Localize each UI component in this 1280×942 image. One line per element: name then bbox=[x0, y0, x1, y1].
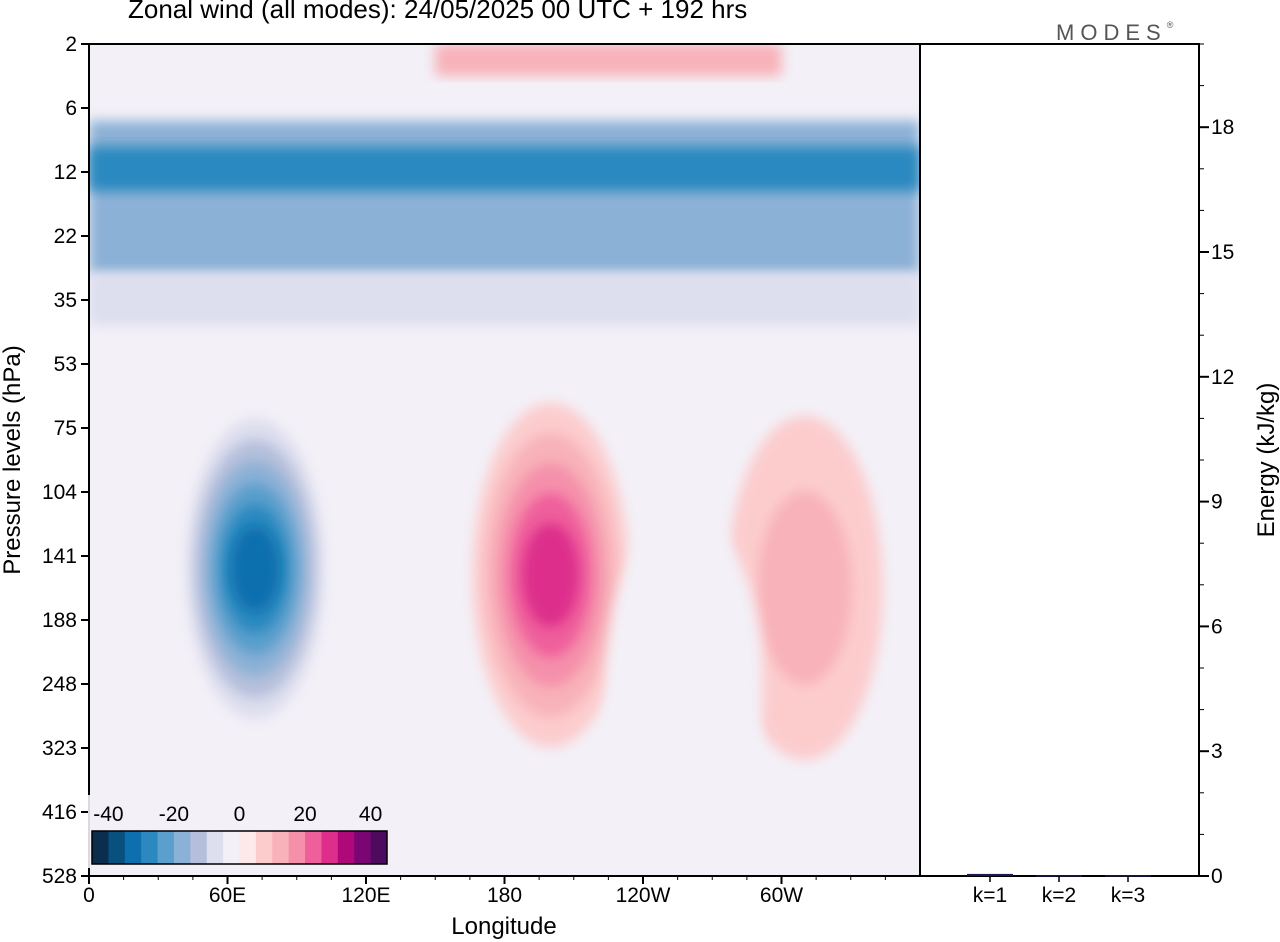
colorbar-swatch bbox=[321, 831, 339, 864]
y-tick-label: 75 bbox=[54, 417, 77, 440]
energy-tick-label: 15 bbox=[1211, 241, 1234, 264]
heatmap-contours bbox=[89, 44, 920, 856]
colorbar-tick-label: 0 bbox=[234, 803, 246, 826]
energy-tick-label: 18 bbox=[1211, 116, 1234, 139]
energy-category-label: k=2 bbox=[1042, 884, 1076, 907]
colorbar-swatch bbox=[305, 831, 322, 864]
modes-logo: MODES® bbox=[1056, 20, 1174, 45]
y-tick-label: 248 bbox=[42, 673, 77, 696]
colorbar-swatch bbox=[124, 831, 142, 864]
colorbar: -40 -20 0 20 40 bbox=[88, 795, 391, 868]
x-tick-label: 60W bbox=[760, 884, 803, 907]
heatmap-band-2 bbox=[89, 274, 920, 326]
heatmap-contour-4-7 bbox=[230, 525, 281, 613]
heatmap-contour-5-5 bbox=[522, 523, 580, 628]
colorbar-swatch bbox=[272, 831, 290, 864]
energy-tick-label: 0 bbox=[1211, 865, 1223, 888]
heatmap-band-1 bbox=[89, 146, 920, 192]
x-tick-label: 120W bbox=[616, 884, 671, 907]
y-tick-label: 6 bbox=[65, 97, 77, 120]
colorbar-swatch bbox=[239, 831, 257, 864]
energy-x-axis: k=1 k=2 k=3 bbox=[973, 876, 1145, 907]
heatmap-band-0 bbox=[89, 120, 920, 275]
colorbar-swatch bbox=[108, 831, 126, 864]
energy-y-axis: 0 3 6 9 12 15 18 bbox=[1199, 43, 1234, 888]
chart-title: Zonal wind (all modes): 24/05/2025 00 UT… bbox=[128, 0, 748, 24]
modes-logo-text: MODES bbox=[1056, 20, 1167, 45]
colorbar-tick-label: 40 bbox=[359, 803, 382, 826]
energy-bar-k=3 bbox=[1105, 875, 1151, 877]
energy-axis-title: Energy (kJ/kg) bbox=[1253, 383, 1280, 538]
colorbar-swatch bbox=[370, 831, 388, 864]
colorbar-swatch bbox=[354, 831, 372, 864]
energy-bar-k=1 bbox=[967, 873, 1013, 876]
colorbar-swatch bbox=[288, 831, 306, 864]
energy-tick-label: 3 bbox=[1211, 740, 1223, 763]
x-tick-label: 120E bbox=[341, 884, 390, 907]
colorbar-swatch bbox=[141, 831, 159, 864]
y-tick-label: 2 bbox=[65, 33, 77, 56]
energy-bar-k=2 bbox=[1036, 875, 1082, 877]
heatmap-contour-7-1 bbox=[606, 512, 763, 856]
colorbar-tick-label: 20 bbox=[293, 803, 316, 826]
y-tick-label: 22 bbox=[54, 225, 77, 248]
heatmap-y-axis: 2 6 12 22 35 53 75 104 141 188 248 323 416 528 bbox=[42, 33, 89, 888]
x-axis-title: Longitude bbox=[451, 913, 556, 940]
colorbar-swatch bbox=[157, 831, 175, 864]
heatmap-band-3 bbox=[435, 44, 782, 76]
energy-category-label: k=3 bbox=[1111, 884, 1145, 907]
y-tick-label: 416 bbox=[42, 801, 77, 824]
colorbar-swatch bbox=[255, 831, 273, 864]
colorbar-tick-label: -20 bbox=[159, 803, 189, 826]
energy-tick-label: 12 bbox=[1211, 366, 1234, 389]
colorbar-swatch bbox=[337, 831, 355, 864]
colorbar-swatch bbox=[206, 831, 224, 864]
colorbar-frame bbox=[91, 830, 388, 865]
x-tick-label: 0 bbox=[83, 884, 95, 907]
y-tick-label: 528 bbox=[42, 865, 77, 888]
y-tick-label: 188 bbox=[42, 609, 77, 632]
colorbar-swatch bbox=[92, 831, 109, 864]
energy-bars bbox=[967, 873, 1151, 877]
energy-tick-label: 6 bbox=[1211, 615, 1223, 638]
y-tick-label: 35 bbox=[54, 289, 77, 312]
y-tick-label: 12 bbox=[54, 161, 77, 184]
y-tick-label: 323 bbox=[42, 737, 77, 760]
energy-panel-frame bbox=[919, 43, 1200, 877]
heatmap bbox=[89, 44, 920, 876]
heatmap-x-axis: 0 60E 120E 180 120W 60W bbox=[83, 876, 886, 907]
colorbar-tick-label: -40 bbox=[93, 803, 123, 826]
y-tick-label: 104 bbox=[42, 481, 77, 504]
x-tick-label: 180 bbox=[487, 884, 522, 907]
colorbar-swatch bbox=[173, 831, 191, 864]
y-tick-label: 141 bbox=[42, 545, 77, 568]
y-axis-title: Pressure levels (hPa) bbox=[0, 345, 26, 574]
y-tick-label: 53 bbox=[54, 353, 77, 376]
energy-tick-label: 9 bbox=[1211, 491, 1223, 514]
colorbar-swatch bbox=[190, 831, 208, 864]
heatmap-contour-6-2 bbox=[757, 491, 852, 685]
energy-category-label: k=1 bbox=[973, 884, 1007, 907]
colorbar-swatch bbox=[223, 831, 240, 864]
x-tick-label: 60E bbox=[209, 884, 246, 907]
